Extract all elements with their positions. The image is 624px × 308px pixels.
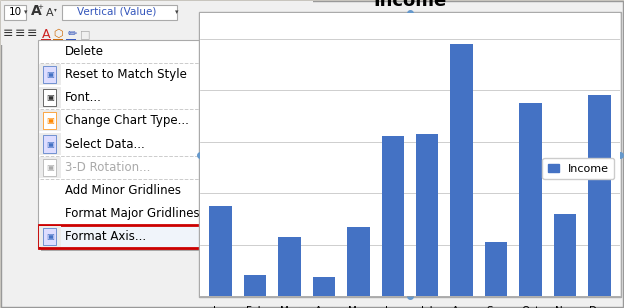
- Text: Reset to Match Style: Reset to Match Style: [65, 68, 187, 81]
- Bar: [43, 136, 56, 152]
- Bar: [1, 23, 313, 45]
- Text: ▣: ▣: [46, 70, 54, 79]
- Text: ≡: ≡: [2, 27, 13, 40]
- Bar: [519, 103, 542, 296]
- Bar: [39, 226, 61, 247]
- Bar: [41, 38, 51, 41]
- Bar: [210, 206, 232, 296]
- Title: Income: Income: [373, 0, 447, 10]
- Bar: [588, 95, 610, 296]
- Text: Vertical (Value): Vertical (Value): [77, 7, 157, 17]
- Bar: [53, 38, 63, 41]
- Bar: [39, 110, 61, 132]
- Bar: [43, 66, 56, 83]
- Text: ▣: ▣: [46, 140, 54, 148]
- Text: ≡: ≡: [27, 27, 37, 40]
- Text: A: A: [31, 4, 41, 18]
- Bar: [39, 225, 234, 248]
- Text: ⬡: ⬡: [53, 29, 63, 39]
- Text: +: +: [37, 4, 43, 10]
- Text: Add Minor Gridlines: Add Minor Gridlines: [65, 184, 181, 197]
- Text: Delete: Delete: [65, 45, 104, 58]
- Text: Format Major Gridlines...: Format Major Gridlines...: [65, 207, 211, 220]
- Text: □: □: [80, 29, 90, 39]
- Text: Format Axis...: Format Axis...: [65, 230, 146, 243]
- Bar: [485, 242, 507, 296]
- Text: ▣: ▣: [46, 163, 54, 172]
- Bar: [451, 44, 473, 296]
- Bar: [39, 133, 61, 155]
- Bar: [39, 87, 61, 108]
- Bar: [43, 112, 56, 129]
- Bar: [313, 277, 335, 296]
- Text: 3-D Rotation...: 3-D Rotation...: [65, 160, 150, 174]
- Text: ▣: ▣: [46, 116, 54, 125]
- Bar: [62, 5, 177, 20]
- Text: Select Data...: Select Data...: [65, 137, 145, 151]
- Bar: [553, 214, 576, 296]
- Bar: [39, 64, 61, 85]
- Text: ▣: ▣: [46, 232, 54, 241]
- Bar: [43, 159, 56, 176]
- Bar: [416, 134, 439, 296]
- Bar: [38, 40, 235, 248]
- Bar: [39, 156, 61, 178]
- Bar: [244, 275, 266, 296]
- Bar: [41, 43, 238, 251]
- Text: ▾: ▾: [175, 9, 178, 15]
- Text: ✏: ✏: [67, 29, 77, 39]
- Bar: [278, 237, 301, 296]
- Text: 10: 10: [9, 7, 22, 17]
- Text: ≡: ≡: [15, 27, 25, 40]
- Text: ▾: ▾: [54, 7, 56, 13]
- Text: A: A: [46, 8, 54, 18]
- Bar: [43, 228, 56, 245]
- Bar: [347, 227, 369, 296]
- Legend: Income: Income: [542, 158, 615, 179]
- Bar: [4, 5, 26, 20]
- Bar: [1, 1, 313, 23]
- Bar: [43, 89, 56, 106]
- Text: Change Chart Type...: Change Chart Type...: [65, 114, 189, 128]
- Bar: [66, 38, 76, 41]
- Text: 1000000: 1000000: [207, 47, 244, 56]
- Text: ▣: ▣: [46, 93, 54, 102]
- Bar: [382, 136, 404, 296]
- Text: A: A: [42, 27, 51, 40]
- Bar: [199, 12, 621, 297]
- Text: Font...: Font...: [65, 91, 102, 104]
- Text: ▾: ▾: [24, 9, 27, 15]
